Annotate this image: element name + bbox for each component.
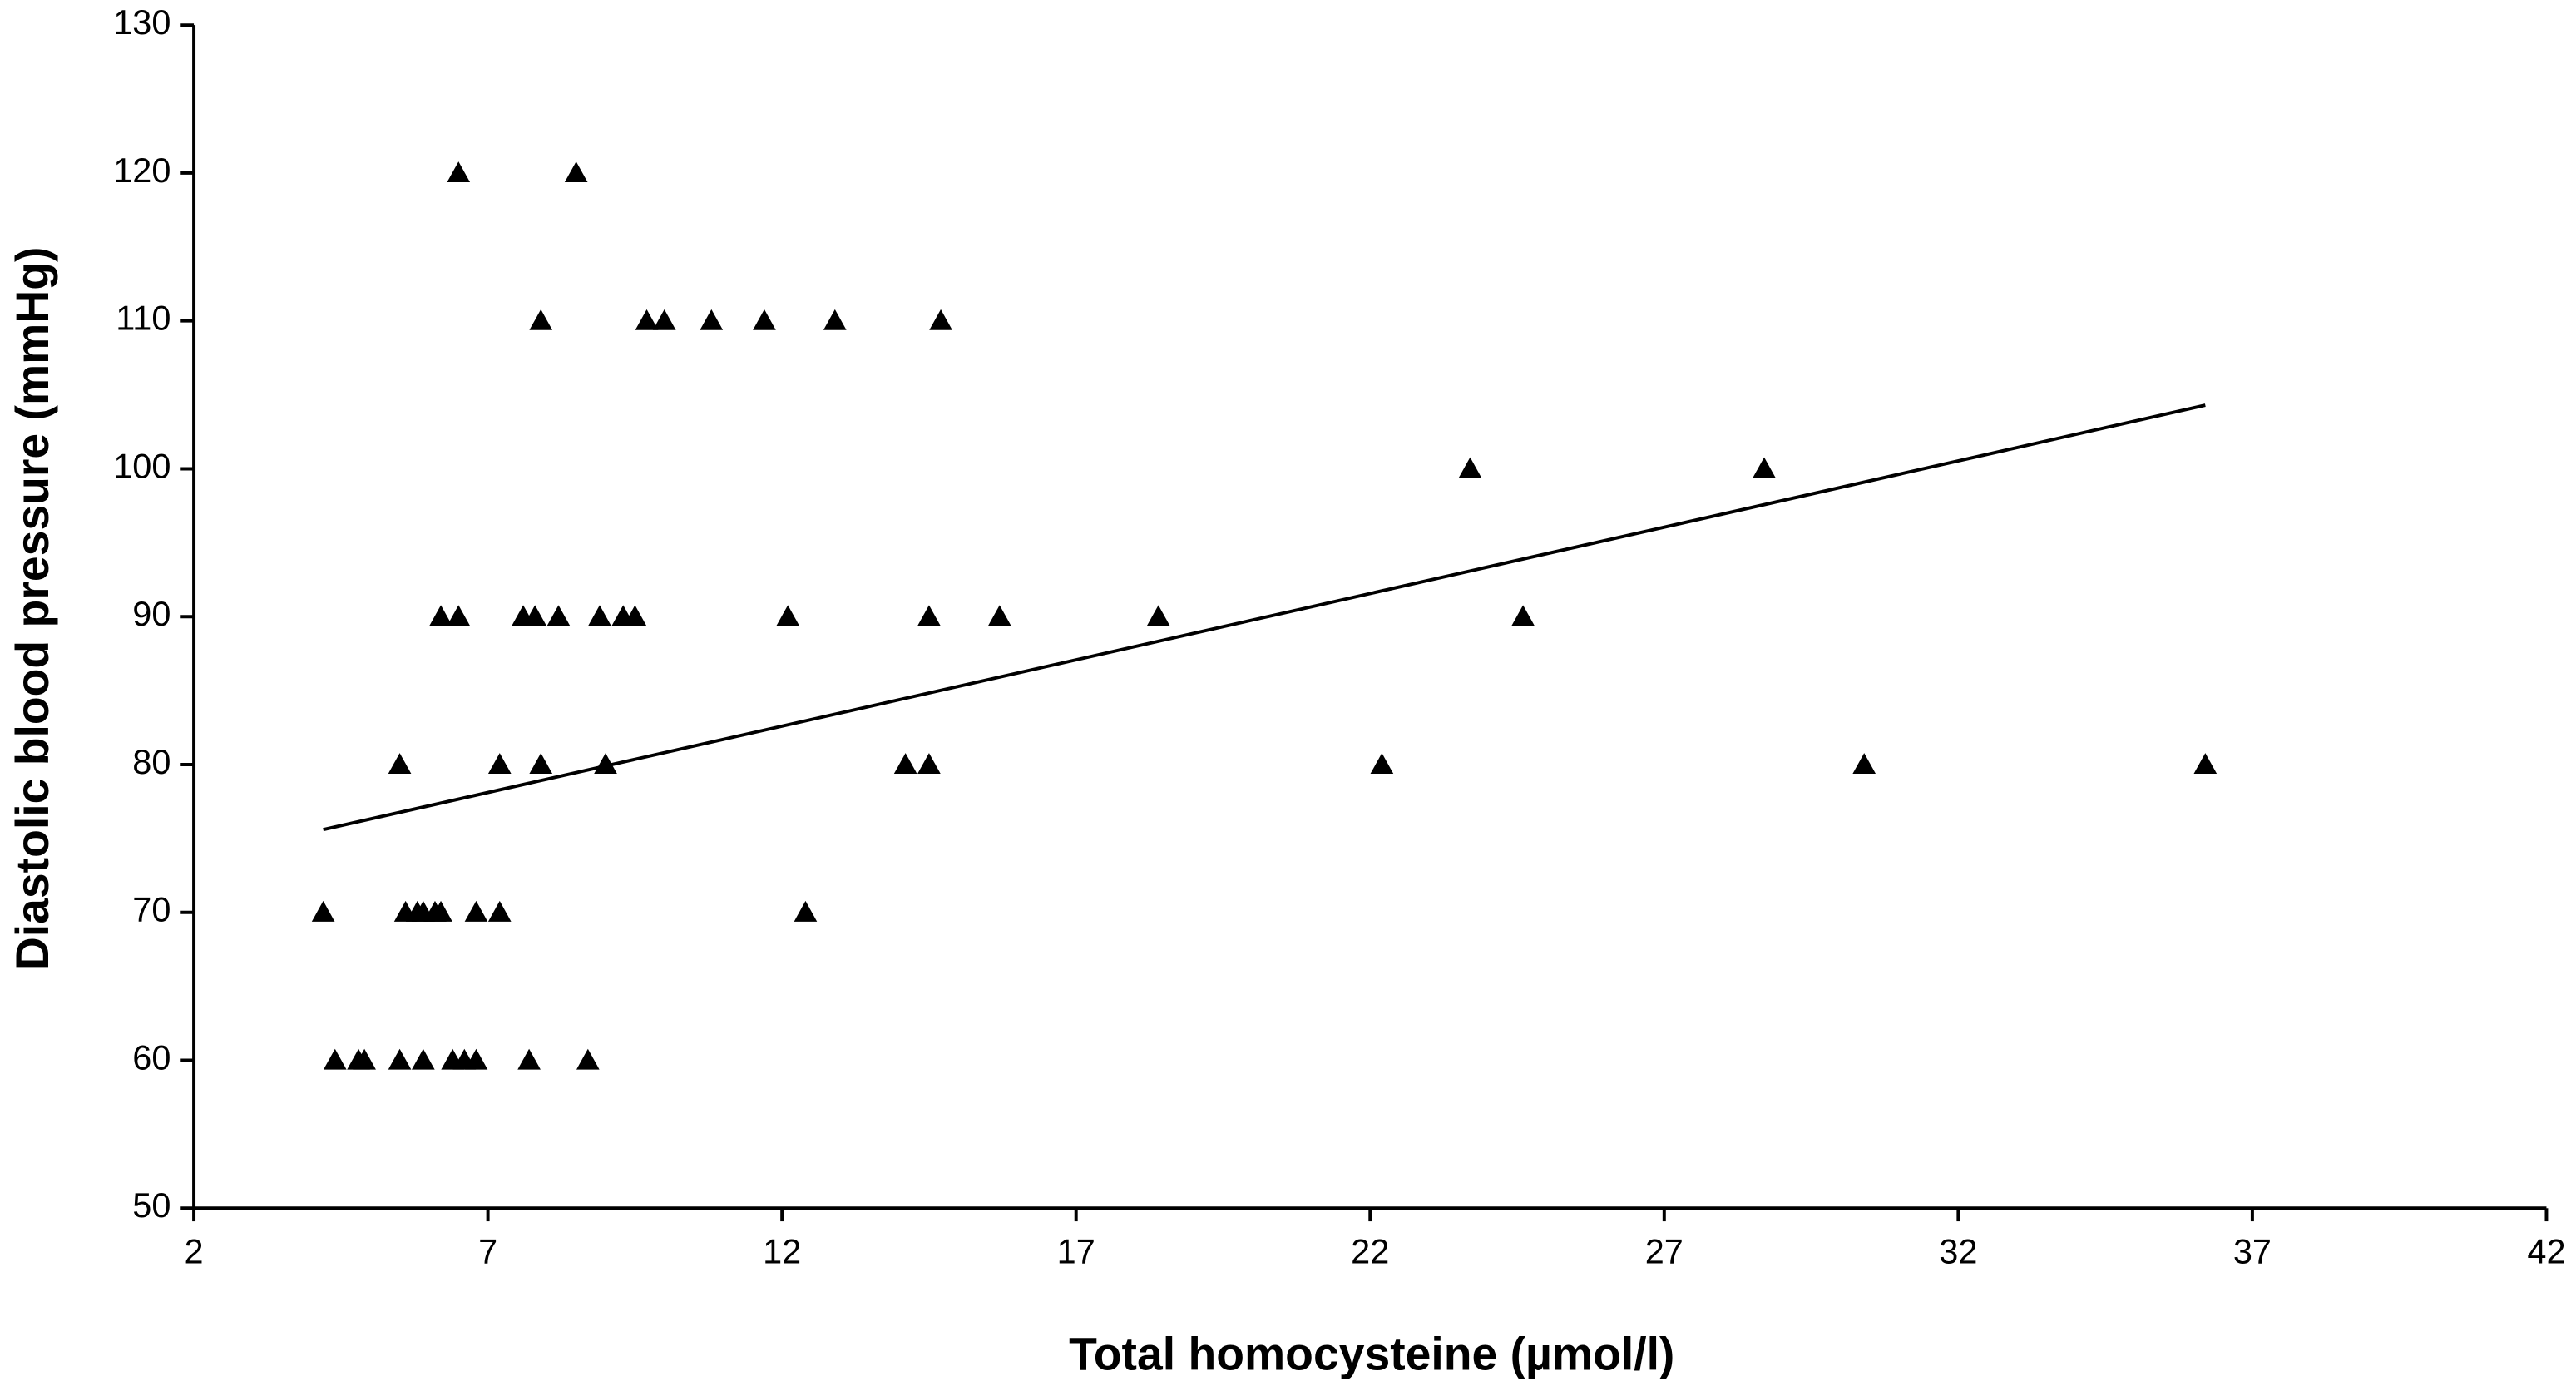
data-point [487,753,512,775]
data-point [623,605,647,626]
data-point [594,753,617,775]
data-point [529,753,553,775]
data-point [464,900,488,922]
data-point [700,309,724,330]
data-point [776,605,800,626]
trend-line [323,403,2206,832]
data-point [464,1048,488,1070]
x-tick-label: 42 [2527,1232,2565,1271]
data-point [429,605,452,626]
data-point [388,1048,412,1070]
x-axis-title: Total homocysteine (µmol/l) [1069,1329,1674,1380]
y-tick-label: 70 [132,890,171,929]
x-tick-label: 22 [1351,1232,1389,1271]
y-tick-label: 120 [113,151,171,190]
y-tick-label: 100 [113,446,171,485]
x-tick-label: 37 [2233,1232,2272,1271]
data-point [1370,753,1394,775]
data-point [917,753,941,775]
y-tick-label: 60 [132,1037,171,1077]
data-point [1511,605,1535,626]
data-point [917,605,941,626]
data-point [323,1048,347,1070]
x-tick-label: 12 [763,1232,801,1271]
x-tick-label: 27 [1645,1232,1684,1271]
data-point [523,605,547,626]
x-tick-label: 2 [185,1232,204,1271]
x-tick-label: 7 [478,1232,497,1271]
data-point [576,1048,600,1070]
data-point [987,605,1011,626]
data-point [823,309,847,330]
data-point [388,753,412,775]
data-point [564,161,588,183]
data-point [487,900,512,922]
data-point [529,309,553,330]
data-point [1146,605,1170,626]
data-point [1852,753,1876,775]
data-point [447,161,471,183]
data-point [753,309,776,330]
data-point [546,605,571,626]
data-point [311,900,335,922]
y-tick-label: 90 [132,594,171,633]
x-tick-label: 32 [1939,1232,1977,1271]
data-point [447,605,471,626]
data-point [353,1048,376,1070]
data-point [2193,753,2218,775]
y-tick-label: 50 [132,1186,171,1225]
data-point [635,309,659,330]
y-tick-label: 130 [113,2,171,42]
data-point [588,605,611,626]
data-point [794,900,818,922]
data-point [412,1048,435,1070]
data-point [429,900,452,922]
data-point [652,309,676,330]
data-point [893,753,917,775]
data-point [929,309,952,330]
y-axis-title: Diastolic blood pressure (mmHg) [7,247,58,971]
data-point [1753,457,1776,478]
y-tick-label: 80 [132,742,171,781]
x-tick-label: 17 [1057,1232,1095,1271]
y-tick-label: 110 [116,299,171,338]
data-point [1458,457,1482,478]
data-point [517,1048,541,1070]
